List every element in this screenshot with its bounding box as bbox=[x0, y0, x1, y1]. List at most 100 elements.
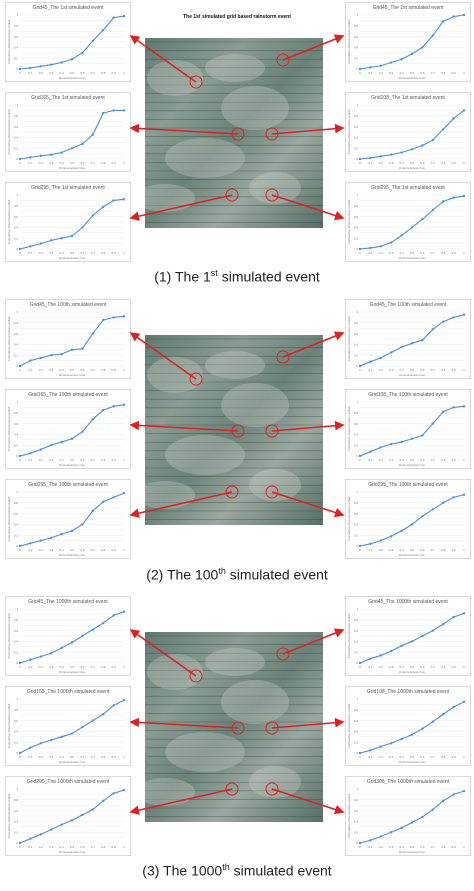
x-tick-label: 0.9 bbox=[452, 548, 457, 552]
chart-title: Grid108_The 1000th simulated event bbox=[366, 689, 450, 695]
x-tick-label: 0.3 bbox=[389, 251, 394, 255]
satellite-map bbox=[145, 38, 323, 228]
data-point bbox=[410, 523, 414, 526]
x-tick-label: 0 bbox=[359, 368, 361, 372]
caption-number: (1) bbox=[154, 268, 172, 285]
y-tick-label: 1 bbox=[356, 310, 358, 314]
chart-plot: 0 0.2 0.4 0.6 0.8 1 0 0.1 0.2 0.3 0.4 0.5 0.6 0.7 0.8 0… bbox=[7, 193, 126, 260]
x-tick-label: 1 bbox=[123, 161, 125, 165]
data-point bbox=[400, 58, 403, 61]
y-tick-label: 1 bbox=[16, 193, 18, 197]
data-point bbox=[421, 515, 424, 518]
data-point bbox=[18, 364, 22, 368]
data-point bbox=[39, 242, 42, 245]
data-point bbox=[50, 536, 53, 540]
y-axis-label: Cumulative dimensionless rainfall bbox=[347, 496, 351, 541]
x-tick-label: 0.3 bbox=[49, 548, 54, 552]
x-tick-label: 0.2 bbox=[39, 161, 44, 165]
x-tick-label: 0.9 bbox=[452, 755, 457, 759]
caption-suffix: simulated event bbox=[225, 566, 328, 583]
x-tick-label: 0 bbox=[19, 458, 21, 462]
x-tick-label: 0.4 bbox=[60, 665, 65, 669]
x-tick-label: 0.2 bbox=[39, 548, 44, 552]
mini-line-chart: Grid108_The 100th simulated event 0 0.2 0.4… bbox=[345, 389, 471, 469]
data-point bbox=[410, 437, 414, 440]
data-point bbox=[421, 46, 424, 49]
y-tick-label: 1 bbox=[356, 103, 358, 107]
data-point bbox=[102, 500, 105, 503]
data-point bbox=[112, 614, 115, 617]
y-tick-label: 0.8 bbox=[14, 321, 19, 325]
caption-suffix: simulated event bbox=[229, 862, 332, 879]
y-tick-label: 0.4 bbox=[354, 343, 359, 347]
data-point bbox=[122, 610, 126, 613]
x-tick-label: 0.3 bbox=[49, 251, 54, 255]
series-line bbox=[19, 404, 125, 457]
x-tick-label: 0.9 bbox=[452, 251, 457, 255]
data-point bbox=[379, 539, 382, 542]
data-point bbox=[29, 746, 32, 749]
x-tick-label: 0.1 bbox=[368, 665, 373, 669]
map-texture bbox=[145, 635, 323, 817]
data-point bbox=[50, 239, 53, 242]
x-tick-label: 0 bbox=[19, 755, 21, 759]
chart-title: Grid295_The 1st simulated event bbox=[31, 185, 105, 191]
y-tick-label: 1 bbox=[16, 490, 18, 494]
x-tick-label: 0.7 bbox=[91, 71, 96, 75]
data-point bbox=[452, 196, 455, 199]
x-tick-label: 1 bbox=[463, 665, 465, 669]
data-point bbox=[60, 823, 63, 826]
x-tick-label: 0.2 bbox=[39, 845, 44, 849]
data-point bbox=[452, 15, 455, 18]
data-point bbox=[81, 813, 84, 817]
data-point bbox=[462, 194, 466, 198]
x-tick-label: 0.7 bbox=[91, 665, 96, 669]
mini-line-chart: Grid295_The 1st simulated event 0 0.2 0.4 0.… bbox=[5, 182, 131, 262]
data-point bbox=[39, 833, 42, 836]
y-tick-label: 0.6 bbox=[354, 332, 359, 336]
x-tick-label: 0.6 bbox=[420, 458, 425, 462]
x-tick-label: 0.3 bbox=[49, 755, 54, 759]
x-tick-label: 0.7 bbox=[431, 845, 436, 849]
y-tick-label: 0.8 bbox=[14, 24, 19, 28]
x-tick-label: 0.7 bbox=[91, 458, 96, 462]
data-point bbox=[112, 316, 115, 319]
x-tick-label: 0.5 bbox=[410, 548, 415, 552]
y-axis-label: Cumulative dimensionless rainfall bbox=[7, 496, 11, 541]
y-tick-label: 0.6 bbox=[14, 215, 19, 219]
data-point bbox=[442, 622, 445, 626]
chart-plot: 0 0.2 0.4 0.6 0.8 1 0 0.1 0.2 0.3 0.4 0.5 0.6 0.7 0.8 0… bbox=[7, 13, 126, 80]
mini-line-chart: Grid165_The 100th simulated event 0 0.2 0.4… bbox=[5, 389, 131, 469]
data-point bbox=[70, 58, 74, 61]
data-point bbox=[91, 332, 95, 335]
chart-plot: 0 0.2 0.4 0.6 0.8 1 0 0.1 0.2 0.3 0.4 0.5 0.6 0.7 0.8 0… bbox=[7, 310, 126, 377]
x-tick-label: 0.4 bbox=[400, 755, 405, 759]
data-point bbox=[18, 841, 22, 845]
mini-line-chart: Grid45_The 1st simulated event 0 0.2 0.4 0.6… bbox=[345, 2, 471, 82]
y-tick-label: 0.2 bbox=[14, 443, 19, 447]
data-point bbox=[379, 446, 382, 449]
data-point bbox=[431, 138, 434, 142]
data-point bbox=[431, 629, 434, 632]
x-tick-label: 0.4 bbox=[400, 161, 405, 165]
data-point bbox=[369, 246, 372, 250]
data-point bbox=[112, 199, 115, 202]
x-tick-label: 0.5 bbox=[410, 251, 415, 255]
x-axis-label: Dimensionless time bbox=[59, 373, 85, 377]
y-tick-label: 0 bbox=[16, 157, 18, 161]
y-tick-label: 0 bbox=[356, 67, 358, 71]
x-tick-label: 0.8 bbox=[101, 458, 106, 462]
data-point bbox=[70, 819, 74, 822]
data-point bbox=[39, 154, 42, 157]
x-tick-label: 0.6 bbox=[80, 71, 85, 75]
x-tick-label: 0.6 bbox=[80, 755, 85, 759]
x-tick-label: 1 bbox=[123, 755, 125, 759]
data-point bbox=[421, 815, 424, 819]
data-point bbox=[369, 749, 372, 752]
y-tick-label: 1 bbox=[356, 193, 358, 197]
y-tick-label: 0.6 bbox=[14, 332, 19, 336]
data-point bbox=[60, 237, 63, 240]
caption-superscript: th bbox=[222, 862, 230, 872]
x-tick-label: 0.4 bbox=[400, 458, 405, 462]
data-point bbox=[29, 542, 32, 545]
